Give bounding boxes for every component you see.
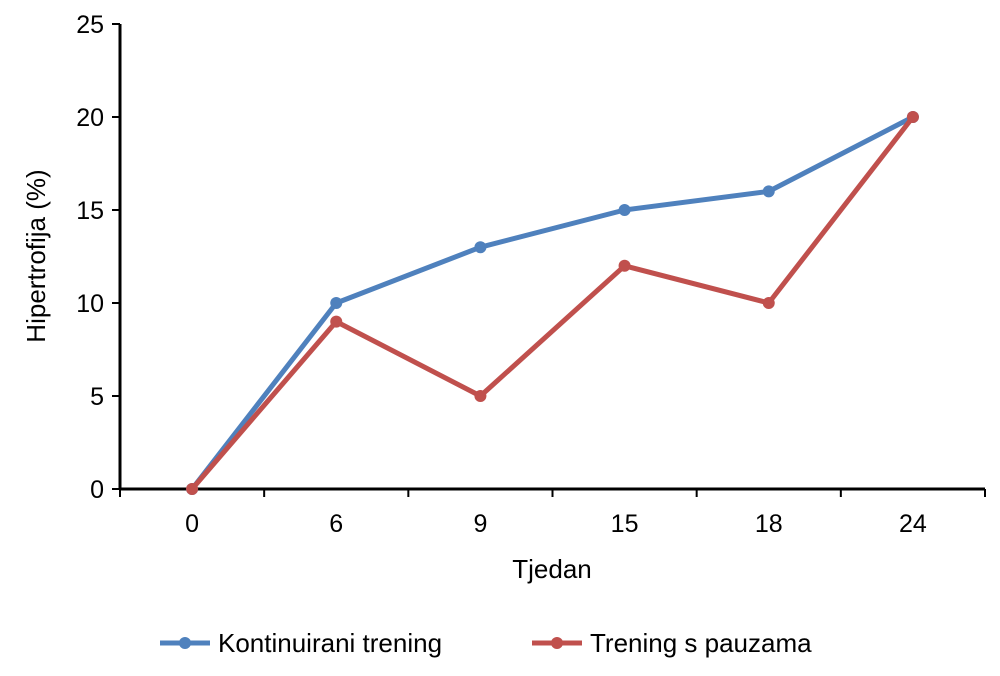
data-point bbox=[330, 297, 343, 309]
data-point bbox=[330, 315, 343, 328]
data-point bbox=[618, 204, 631, 216]
legend-item: Trening s pauzama bbox=[532, 628, 812, 658]
series-line bbox=[189, 114, 916, 492]
legend-item: Kontinuirani trening bbox=[160, 628, 442, 658]
legend-swatch-marker bbox=[179, 637, 191, 649]
x-tick-label: 18 bbox=[755, 510, 783, 538]
legend-swatch-marker bbox=[551, 637, 563, 649]
y-axis-title: Hipertrofija (%) bbox=[21, 169, 51, 342]
data-point bbox=[618, 259, 631, 272]
y-tick-label: 25 bbox=[76, 11, 104, 39]
y-tick-label: 10 bbox=[76, 290, 104, 318]
data-point bbox=[906, 111, 919, 123]
x-tick-label: 24 bbox=[899, 510, 927, 538]
x-tick-label: 0 bbox=[185, 510, 199, 538]
x-tick-label: 15 bbox=[611, 510, 639, 538]
series-layer bbox=[186, 111, 919, 495]
series-2 bbox=[186, 111, 919, 495]
series-1 bbox=[186, 111, 919, 495]
legend-label: Kontinuirani trening bbox=[218, 628, 442, 658]
legend: Kontinuirani trening Trening s pauzama bbox=[160, 628, 812, 658]
x-axis-title: Tjedan bbox=[512, 554, 592, 584]
data-point bbox=[474, 241, 487, 254]
data-point bbox=[186, 483, 199, 495]
data-point bbox=[762, 185, 775, 198]
x-tick-label: 9 bbox=[473, 510, 487, 538]
y-tick-label: 0 bbox=[90, 476, 104, 504]
data-point bbox=[762, 297, 775, 309]
y-tick-label: 20 bbox=[76, 104, 104, 132]
x-axis-ticks: 0 6 9 15 18 24 bbox=[119, 489, 986, 538]
legend-label: Trening s pauzama bbox=[590, 628, 812, 658]
y-tick-label: 5 bbox=[90, 383, 104, 411]
series-line bbox=[189, 114, 916, 492]
y-tick-label: 15 bbox=[76, 197, 104, 225]
data-point bbox=[474, 390, 487, 402]
x-tick-label: 6 bbox=[329, 510, 343, 538]
y-axis-ticks: 0 5 10 15 20 25 bbox=[76, 11, 120, 504]
